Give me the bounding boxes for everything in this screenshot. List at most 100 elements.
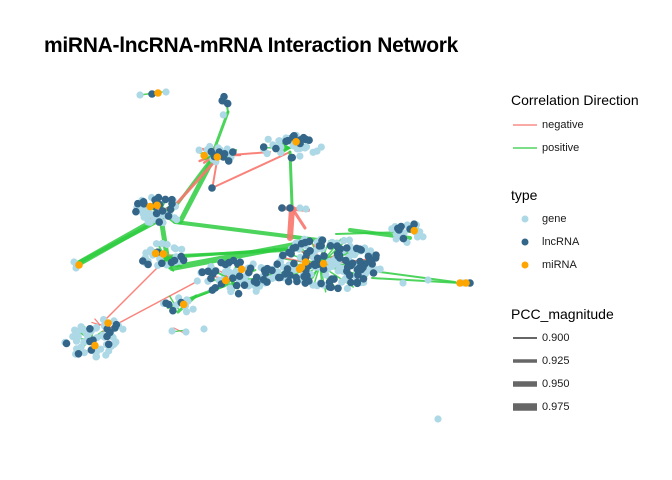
gene-node	[92, 353, 101, 361]
legend-correlation-title: Correlation Direction	[511, 92, 639, 108]
legend-label-positive: positive	[542, 142, 580, 154]
lncrna-dot	[521, 238, 529, 246]
mirna-node	[319, 259, 328, 268]
legend-label-pcc-0925: 0.925	[542, 355, 570, 367]
lncrna-node	[284, 277, 293, 286]
gene-node	[338, 278, 346, 286]
mirna-node	[154, 89, 162, 97]
lncrna-node	[250, 277, 259, 286]
gene-node	[301, 144, 309, 152]
mirna-node	[237, 265, 246, 274]
gene-node	[136, 91, 144, 99]
mirna-node	[410, 226, 419, 235]
lncrna-node	[211, 267, 220, 275]
legend-key-positive	[513, 147, 537, 149]
mirna-node	[292, 138, 300, 146]
gene-node	[322, 271, 330, 279]
lncrna-node	[245, 268, 253, 277]
positive-edge	[164, 255, 170, 259]
gene-node	[152, 240, 161, 248]
gene-node	[275, 137, 283, 145]
gene-node	[419, 233, 427, 241]
gene-node	[112, 338, 120, 346]
gene-node	[399, 279, 407, 287]
lncrna-node	[317, 279, 325, 288]
gene-node	[388, 225, 396, 233]
lncrna-node	[268, 266, 276, 275]
negative-edge	[211, 151, 291, 189]
lncrna-node	[318, 236, 327, 244]
negative-edge	[91, 321, 101, 326]
mirna-dot	[521, 261, 529, 269]
lncrna-node	[204, 267, 212, 276]
legend-type-title: type	[511, 187, 538, 203]
node-layer	[61, 88, 474, 423]
gene-node	[182, 308, 191, 316]
gene-node	[337, 264, 345, 272]
lncrna-node	[220, 150, 229, 158]
mirna-node	[146, 202, 154, 211]
lncrna-node	[164, 212, 173, 220]
lncrna-node	[305, 237, 314, 246]
lncrna-node	[300, 272, 308, 281]
gene-node	[263, 150, 271, 158]
lncrna-node	[229, 148, 237, 156]
lncrna-node	[155, 218, 163, 226]
mirna-node	[159, 250, 168, 258]
legend-label-pcc-0975: 0.975	[542, 401, 570, 413]
lncrna-node	[347, 278, 355, 287]
lncrna-node	[290, 259, 298, 268]
gene-node	[227, 288, 235, 296]
lncrna-node	[240, 281, 249, 290]
lncrna-node	[132, 207, 140, 216]
lncrna-node	[259, 143, 268, 151]
gene-node	[80, 338, 88, 346]
gene-node	[144, 210, 152, 218]
lncrna-node	[220, 92, 228, 101]
gene-node	[200, 325, 208, 333]
lncrna-node	[292, 273, 301, 282]
legend-key-pcc-0975	[513, 403, 537, 411]
legend-label-negative: negative	[542, 119, 584, 131]
lncrna-node	[167, 258, 176, 267]
lncrna-node	[198, 268, 207, 277]
gene-node	[173, 216, 181, 224]
mirna-node	[151, 249, 160, 258]
negative-edge	[290, 206, 307, 230]
lncrna-node	[144, 260, 152, 269]
mirna-node	[104, 319, 112, 327]
gene-node	[162, 88, 170, 96]
lncrna-node	[229, 274, 237, 283]
gene-node	[392, 235, 400, 243]
gene-node	[80, 349, 88, 357]
lncrna-node	[399, 234, 408, 243]
lncrna-node	[284, 136, 292, 145]
gene-node	[172, 245, 180, 253]
positive-edge	[371, 277, 461, 284]
lncrna-node	[290, 132, 298, 140]
lncrna-node	[278, 204, 286, 212]
lncrna-node	[334, 284, 342, 293]
gene-node	[195, 146, 203, 154]
positive-edge	[173, 220, 320, 242]
lncrna-node	[320, 252, 328, 260]
legend-label-lncrna: lncRNA	[542, 236, 580, 248]
mirna-node	[91, 341, 99, 350]
lncrna-node	[354, 271, 362, 279]
lncrna-node	[359, 263, 367, 272]
legend-key-pcc-0950	[513, 381, 537, 387]
legend-pcc-title: PCC_magnitude	[511, 306, 614, 322]
plot-title: miRNA-lncRNA-mRNA Interaction Network	[44, 34, 458, 57]
lncrna-node	[211, 284, 220, 292]
lncrna-node	[158, 207, 167, 215]
legend-label-pcc-0900: 0.900	[542, 332, 570, 344]
legend-key-mirna	[521, 261, 529, 269]
lncrna-node	[207, 274, 215, 283]
lncrna-node	[235, 272, 244, 281]
gene-node	[219, 111, 227, 119]
mirna-node	[462, 279, 470, 287]
lncrna-node	[139, 198, 148, 206]
lncrna-node	[134, 199, 142, 208]
gene-node	[345, 236, 353, 244]
lncrna-node	[359, 275, 368, 283]
